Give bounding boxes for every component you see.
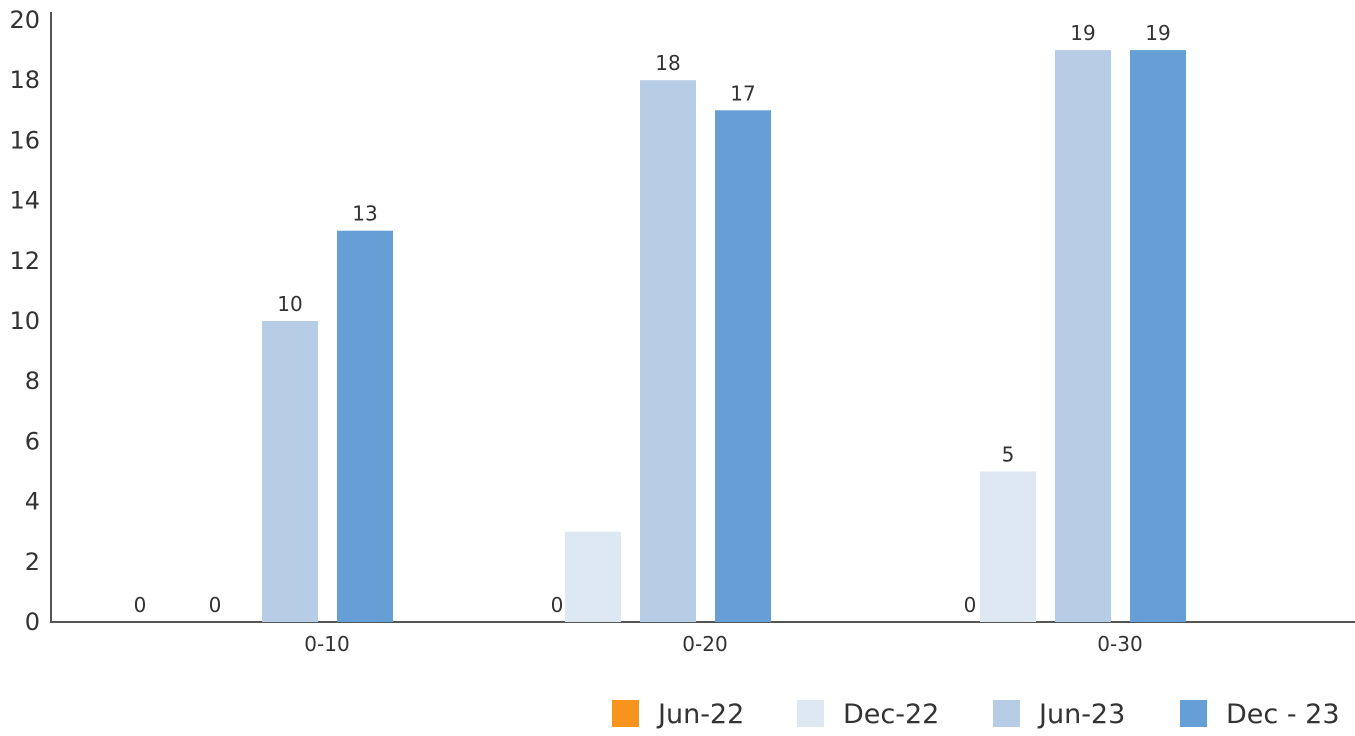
legend-swatch bbox=[612, 700, 639, 727]
x-tick-label: 0-20 bbox=[682, 632, 727, 656]
legend: Jun-22 Dec-22 Jun-23 Dec - 23 bbox=[612, 699, 1340, 730]
data-label: 0 bbox=[551, 593, 564, 617]
data-label: 0 bbox=[964, 593, 977, 617]
data-label: 19 bbox=[1070, 21, 1095, 45]
y-tick-labels: 0 2 4 6 8 10 12 14 16 18 20 bbox=[9, 6, 40, 636]
legend-swatch bbox=[993, 700, 1020, 727]
bar bbox=[337, 230, 393, 622]
y-tick-label: 2 bbox=[25, 548, 40, 576]
y-tick-label: 18 bbox=[9, 66, 40, 94]
bar bbox=[1130, 50, 1186, 623]
data-label: 19 bbox=[1145, 21, 1170, 45]
y-tick-label: 12 bbox=[9, 247, 40, 275]
data-label: 0 bbox=[209, 593, 222, 617]
bars bbox=[262, 50, 1186, 623]
data-label: 5 bbox=[1002, 443, 1015, 467]
bar bbox=[565, 531, 621, 622]
y-tick-label: 10 bbox=[9, 307, 40, 335]
bar bbox=[715, 110, 771, 623]
y-tick-label: 6 bbox=[25, 427, 40, 455]
legend-label: Jun-23 bbox=[1037, 699, 1125, 730]
y-tick-label: 14 bbox=[9, 187, 40, 215]
y-tick-label: 0 bbox=[25, 608, 40, 636]
y-tick-label: 8 bbox=[25, 367, 40, 395]
bar bbox=[1055, 50, 1111, 623]
data-label: 13 bbox=[352, 202, 377, 226]
y-tick-label: 4 bbox=[25, 488, 40, 516]
data-label: 10 bbox=[277, 292, 302, 316]
legend-label: Dec - 23 bbox=[1226, 699, 1340, 730]
y-tick-label: 20 bbox=[9, 6, 40, 34]
data-label: 0 bbox=[134, 593, 147, 617]
data-label: 18 bbox=[655, 51, 680, 75]
x-tick-label: 0-30 bbox=[1097, 632, 1142, 656]
bar bbox=[980, 471, 1036, 622]
bar bbox=[640, 80, 696, 622]
data-label: 17 bbox=[730, 81, 755, 105]
data-labels: 0 0 5 10 18 19 13 17 19 0 0 bbox=[134, 21, 1171, 617]
legend-swatch bbox=[1180, 700, 1207, 727]
legend-label: Jun-22 bbox=[656, 699, 744, 730]
x-tick-label: 0-10 bbox=[304, 632, 349, 656]
x-tick-labels: 0-10 0-20 0-30 bbox=[304, 632, 1142, 656]
legend-swatch bbox=[797, 700, 824, 727]
y-tick-label: 16 bbox=[9, 126, 40, 154]
bar bbox=[262, 321, 318, 622]
legend-label: Dec-22 bbox=[843, 699, 939, 730]
